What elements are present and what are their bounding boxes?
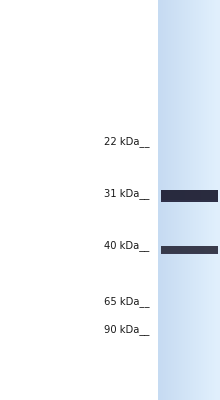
- Text: 65 kDa__: 65 kDa__: [104, 296, 150, 308]
- Text: 90 kDa__: 90 kDa__: [104, 324, 150, 336]
- Bar: [161, 200, 218, 202]
- Text: 22 kDa__: 22 kDa__: [104, 136, 150, 148]
- Bar: [161, 190, 218, 202]
- Text: 31 kDa__: 31 kDa__: [104, 188, 150, 200]
- Bar: [161, 246, 218, 254]
- Bar: [161, 253, 218, 254]
- Text: 40 kDa__: 40 kDa__: [104, 240, 150, 252]
